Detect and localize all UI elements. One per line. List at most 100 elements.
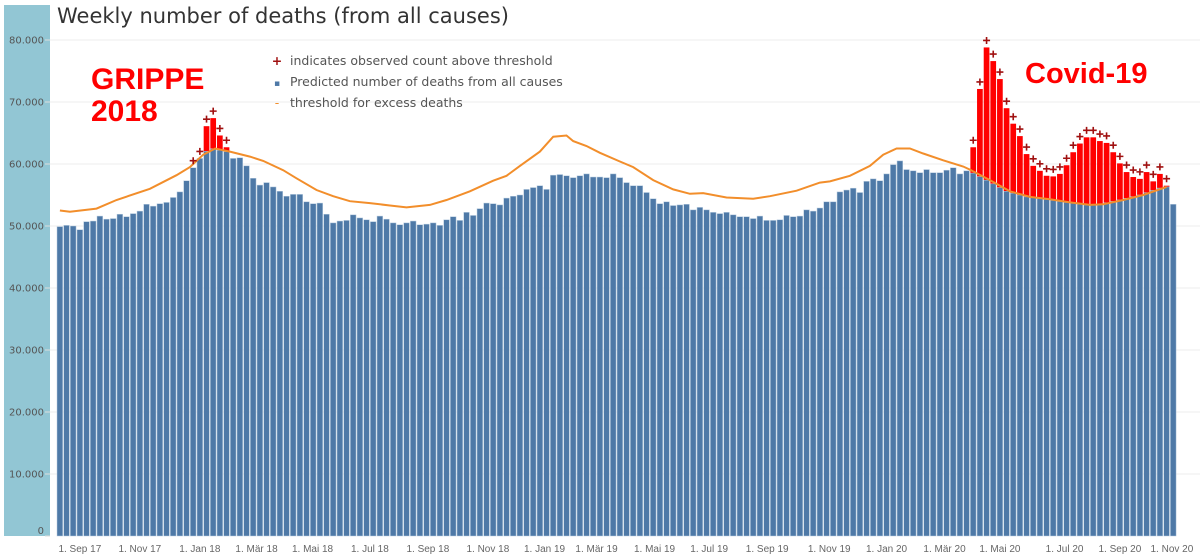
bar-predicted [263,182,270,537]
bar-predicted [783,215,790,537]
bar-predicted [910,170,917,537]
bar-predicted [430,222,437,537]
x-axis: 1. Sep 17 1. Nov 17 1. Jan 18 1. Mär 18 1. M… [58,544,1193,555]
bar-predicted [683,204,690,537]
bar-predicted [830,201,837,537]
bar-predicted [343,220,350,537]
plus-marker [1083,126,1091,134]
bar-predicted [630,185,637,537]
x-tick-label: 1. Sep 20 [1098,544,1141,555]
bar-predicted [1063,202,1070,537]
plus-marker [196,147,204,155]
x-tick-label: 1. Jul 20 [1046,544,1084,555]
x-tick-label: 1. Jan 19 [524,544,566,555]
bar-predicted [470,215,477,537]
bar-predicted [296,194,303,537]
chart-title: Weekly number of deaths (from all causes… [57,4,509,28]
plus-marker [1003,97,1011,105]
bar-excess [1143,172,1150,193]
legend-item-above-threshold: + indicates observed count above thresho… [270,52,563,73]
bar-predicted [110,218,117,537]
bar-predicted [143,204,150,537]
y-axis-band [4,5,50,536]
plus-marker [983,36,991,44]
bar-predicted [1050,200,1057,537]
bar-predicted [450,216,457,537]
x-tick-label: 1. Jul 18 [351,544,389,555]
bar-excess [1070,152,1077,204]
legend-label: indicates observed count above threshold [289,53,553,68]
bar-predicted [1150,190,1157,537]
bar-predicted [370,221,377,537]
bar-predicted [1163,186,1170,537]
bar-excess [1083,137,1090,205]
bar-predicted [616,177,623,537]
bar-predicted [663,201,670,537]
bar-excess [1110,152,1117,202]
bar-predicted [730,214,737,537]
bar-predicted [216,149,223,537]
legend: + indicates observed count above thresho… [270,52,563,115]
bar-predicted [590,176,597,537]
bar-predicted [103,218,110,537]
plus-marker [1009,113,1017,121]
bar-predicted [310,203,317,537]
bar-predicted [156,203,163,537]
y-tick-label: 0 [38,526,44,537]
threshold-line [59,134,1167,213]
bar-predicted [763,220,770,537]
bar-predicted [1056,201,1064,537]
bar-predicted [756,215,763,537]
bar-predicted [1090,204,1097,537]
bar-excess [1050,176,1057,201]
bar-predicted [250,178,257,537]
bar-predicted [243,165,250,537]
bar-predicted [390,222,397,537]
bar-predicted [776,219,783,537]
bar-excess [1037,170,1043,199]
bar-predicted [770,220,777,537]
bar-predicted [1003,191,1010,537]
bar-predicted [810,210,817,537]
bar-predicted [350,214,357,537]
bar-predicted [90,220,97,537]
plus-marker [1076,133,1084,141]
x-tick-label: 1. Mai 19 [634,544,676,555]
bar-predicted [703,209,710,537]
bar-predicted [876,180,883,537]
plus-marker [1063,154,1071,162]
bar-excess [1030,165,1037,198]
x-tick-label: 1. Nov 19 [808,544,851,555]
bar-excess [1157,173,1163,189]
x-tick-label: 1. Mär 19 [575,544,618,555]
bar-predicted [56,226,63,537]
bar-predicted [536,185,543,537]
bar-predicted [323,213,330,537]
bar-predicted [123,216,130,537]
bar-predicted [403,222,410,537]
bar-predicted [656,203,663,537]
bar-predicted [796,215,803,537]
bar-excess [1003,108,1010,192]
bar-predicted [863,181,870,537]
bar-excess [1163,185,1170,187]
plus-marker [1136,168,1144,176]
x-tick-label: 1. Mär 20 [923,544,966,555]
bar-predicted [976,176,983,537]
bar-predicted [970,172,977,537]
x-tick-label: 1. Sep 19 [746,544,789,555]
bar-excess [1130,177,1137,197]
plus-marker [209,107,217,115]
plus-marker [1089,126,1097,134]
bar-predicted [70,225,77,537]
y-tick-label: 10.000 [9,470,44,481]
bar-predicted [1103,202,1110,537]
bar-predicted [256,184,263,537]
bar-predicted [790,216,797,537]
x-tick-label: 1. Jul 19 [690,544,728,555]
bar-predicted [916,172,923,537]
bar-predicted [383,218,390,537]
bar-predicted [736,216,743,537]
annotation-line: GRIPPE [91,63,205,96]
